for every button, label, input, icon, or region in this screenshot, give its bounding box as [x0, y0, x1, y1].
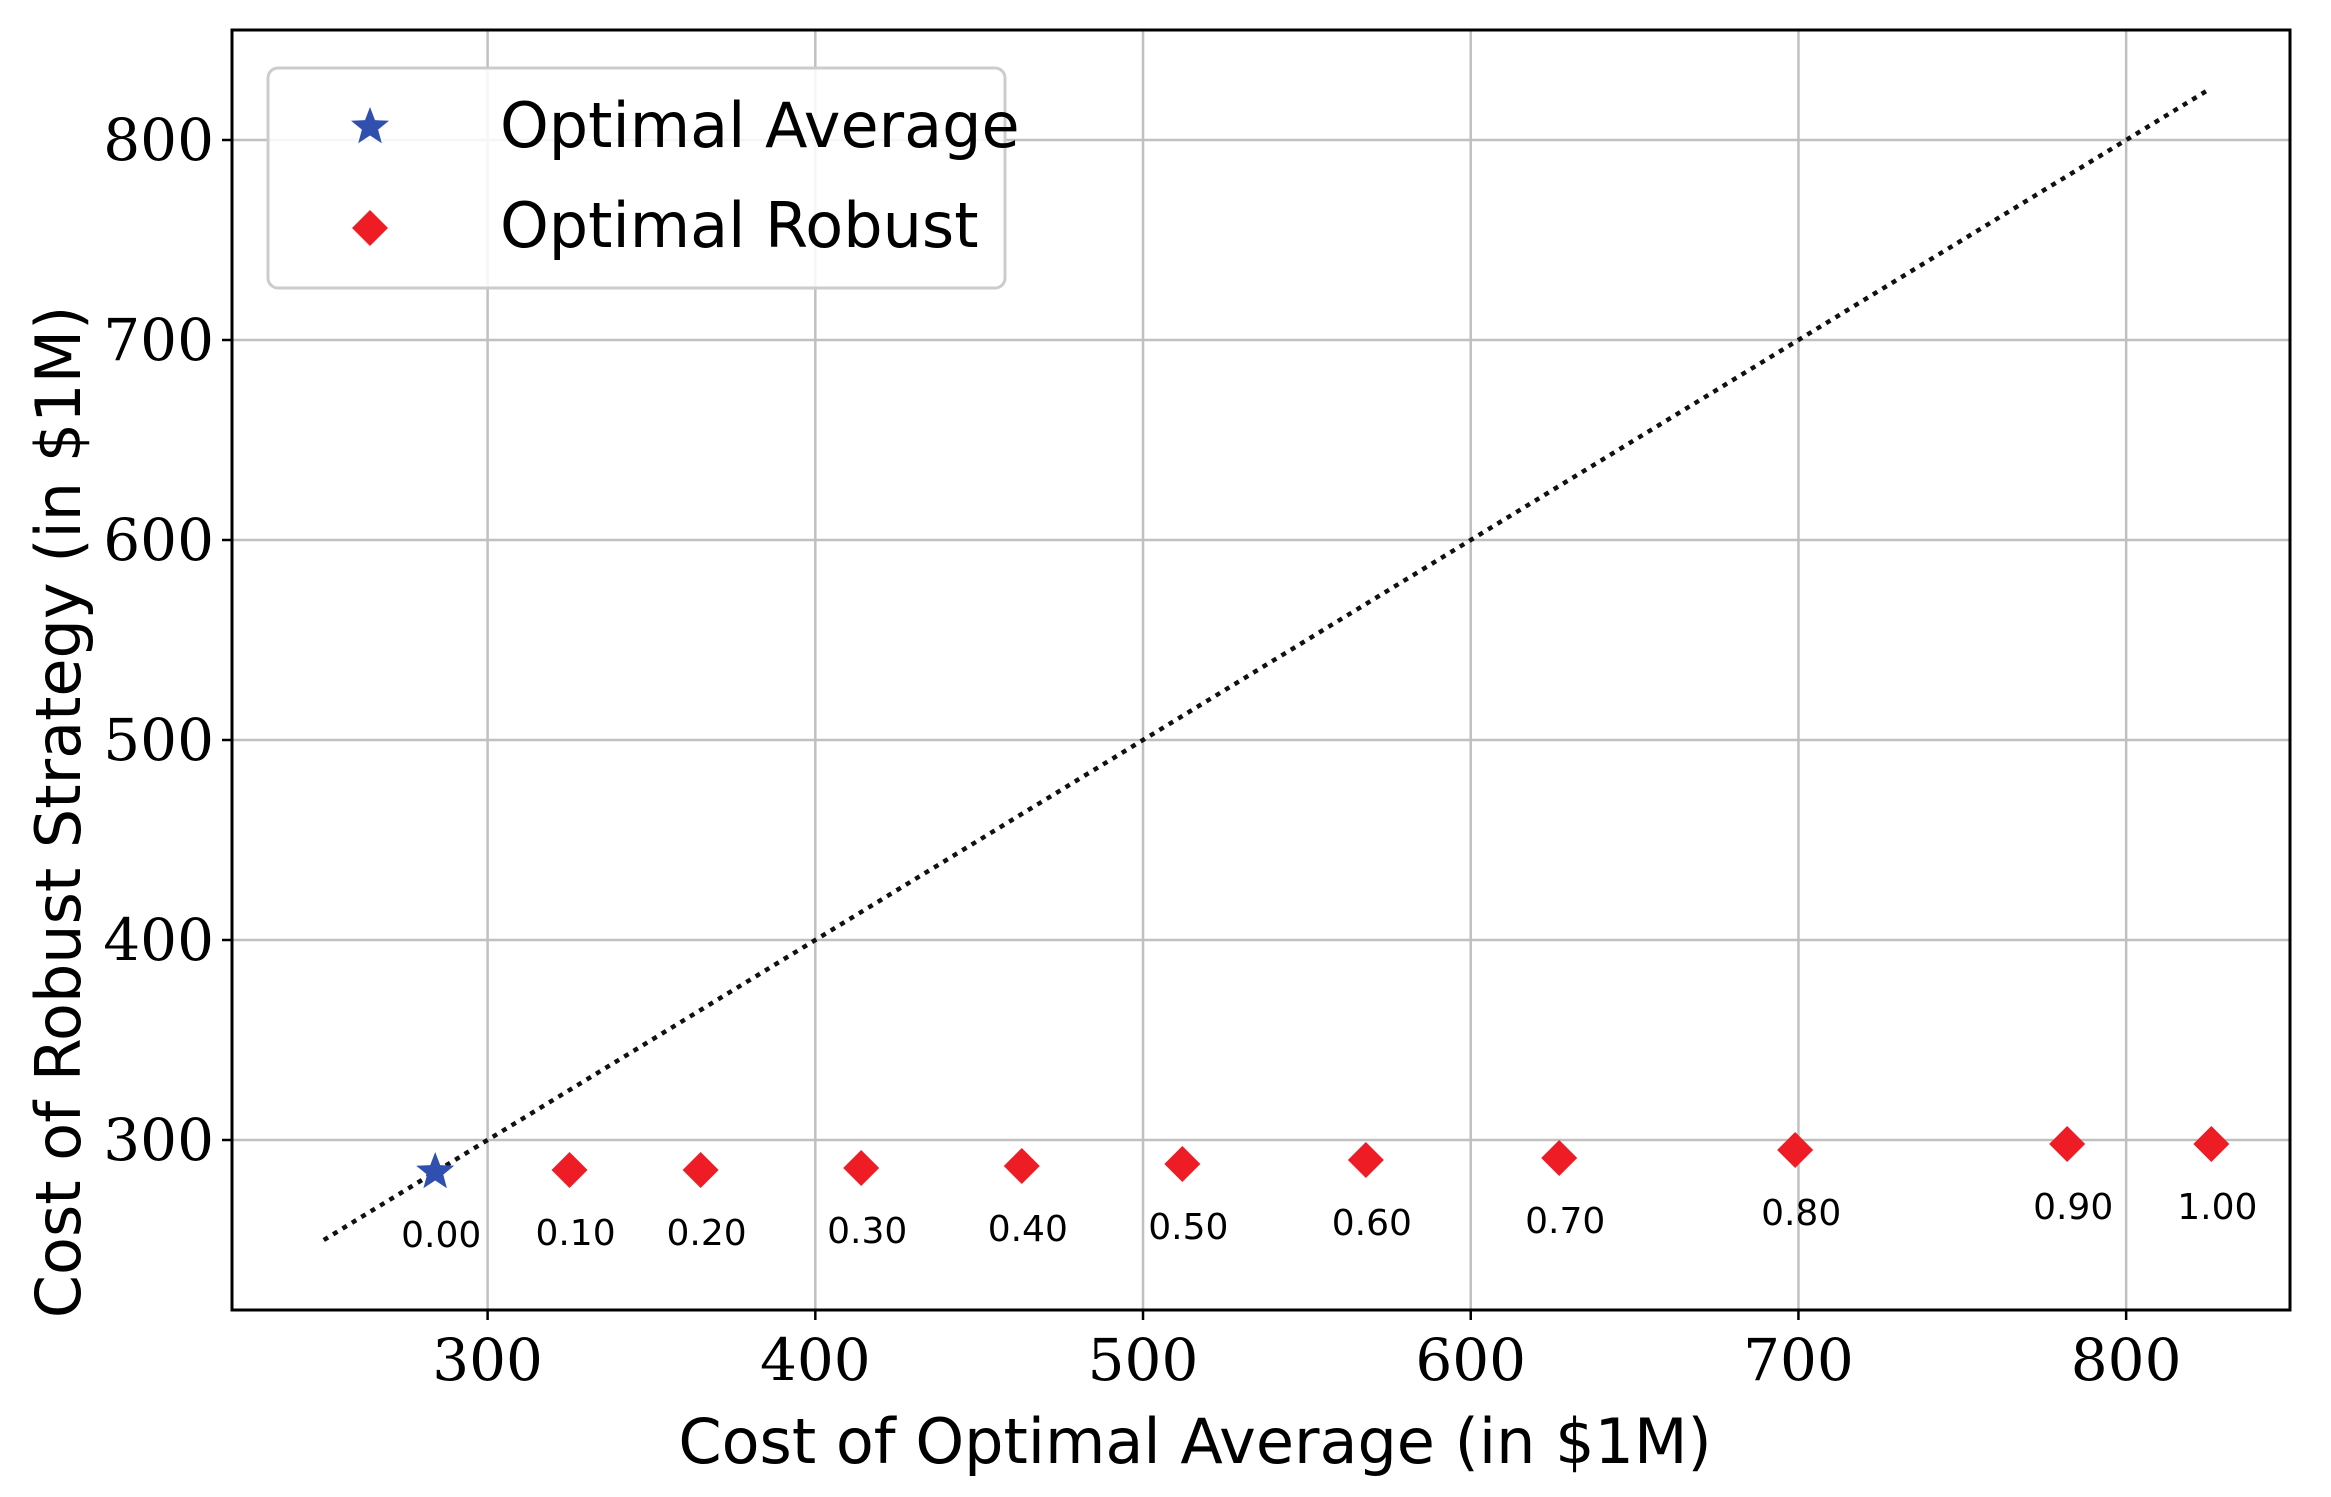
optimal-robust-point [1541, 1140, 1578, 1176]
x-tick-label: 600 [1415, 1326, 1526, 1394]
y-axis-title: Cost of Robust Strategy (in $1M) [22, 306, 95, 1319]
diamond-shape [352, 210, 388, 246]
optimal-robust-point [1164, 1146, 1201, 1182]
optimal-robust-point [1347, 1142, 1384, 1178]
optimal-robust-point [682, 1152, 719, 1188]
optimal-average-point [416, 1152, 455, 1189]
legend-label-optimal-robust: Optimal Robust [500, 189, 979, 262]
y-tick-label: 700 [103, 306, 214, 374]
tick-labels: 300 400 500 600 700 800 300 400 500 600 700 800 [103, 106, 2181, 1394]
point-label: 0.10 [535, 1213, 615, 1254]
optimal-robust-point [843, 1150, 880, 1186]
y-tick-label: 500 [103, 706, 214, 774]
point-label: 0.30 [827, 1211, 907, 1252]
point-annotations: 0.00 0.10 0.20 0.30 0.40 0.50 0.60 0.70 0.80 0.90… [401, 1187, 2257, 1256]
plot-frame [230, 28, 2292, 1312]
x-tick-label: 300 [432, 1326, 543, 1394]
x-tick-label: 400 [760, 1326, 871, 1394]
data-points [416, 1126, 2230, 1189]
legend-star-icon [351, 107, 389, 144]
star-shape [351, 107, 389, 144]
y-tick-label: 800 [103, 106, 214, 174]
point-label: 0.80 [1761, 1193, 1841, 1234]
y-tick-label: 600 [103, 506, 214, 574]
point-label: 0.90 [2033, 1187, 2113, 1228]
optimal-robust-point [2049, 1126, 2086, 1162]
y-tick-label: 300 [103, 1106, 214, 1174]
optimal-robust-point [1777, 1132, 1814, 1168]
optimal-robust-point [2193, 1126, 2230, 1162]
point-label: 0.20 [667, 1213, 747, 1254]
reference-diagonal-line [322, 88, 2210, 1242]
x-tick-label: 700 [1743, 1326, 1854, 1394]
x-tick-label: 500 [1088, 1326, 1199, 1394]
grid [232, 30, 2290, 1310]
legend-diamond-icon [352, 210, 388, 246]
point-label: 0.40 [988, 1209, 1068, 1250]
legend: Optimal Average Optimal Robust [266, 66, 1020, 290]
legend-label-optimal-average: Optimal Average [500, 89, 1020, 162]
point-label: 0.50 [1148, 1207, 1228, 1248]
optimal-robust-point [1003, 1148, 1040, 1184]
point-label: 1.00 [2177, 1187, 2257, 1228]
point-label: 0.70 [1525, 1201, 1605, 1242]
optimal-robust-point [551, 1152, 588, 1188]
point-label: 0.60 [1332, 1203, 1412, 1244]
x-axis-title: Cost of Optimal Average (in $1M) [678, 1405, 1711, 1478]
x-tick-label: 800 [2071, 1326, 2182, 1394]
legend-box [266, 66, 1007, 290]
y-tick-label: 400 [103, 906, 214, 974]
point-label: 0.00 [401, 1215, 481, 1256]
